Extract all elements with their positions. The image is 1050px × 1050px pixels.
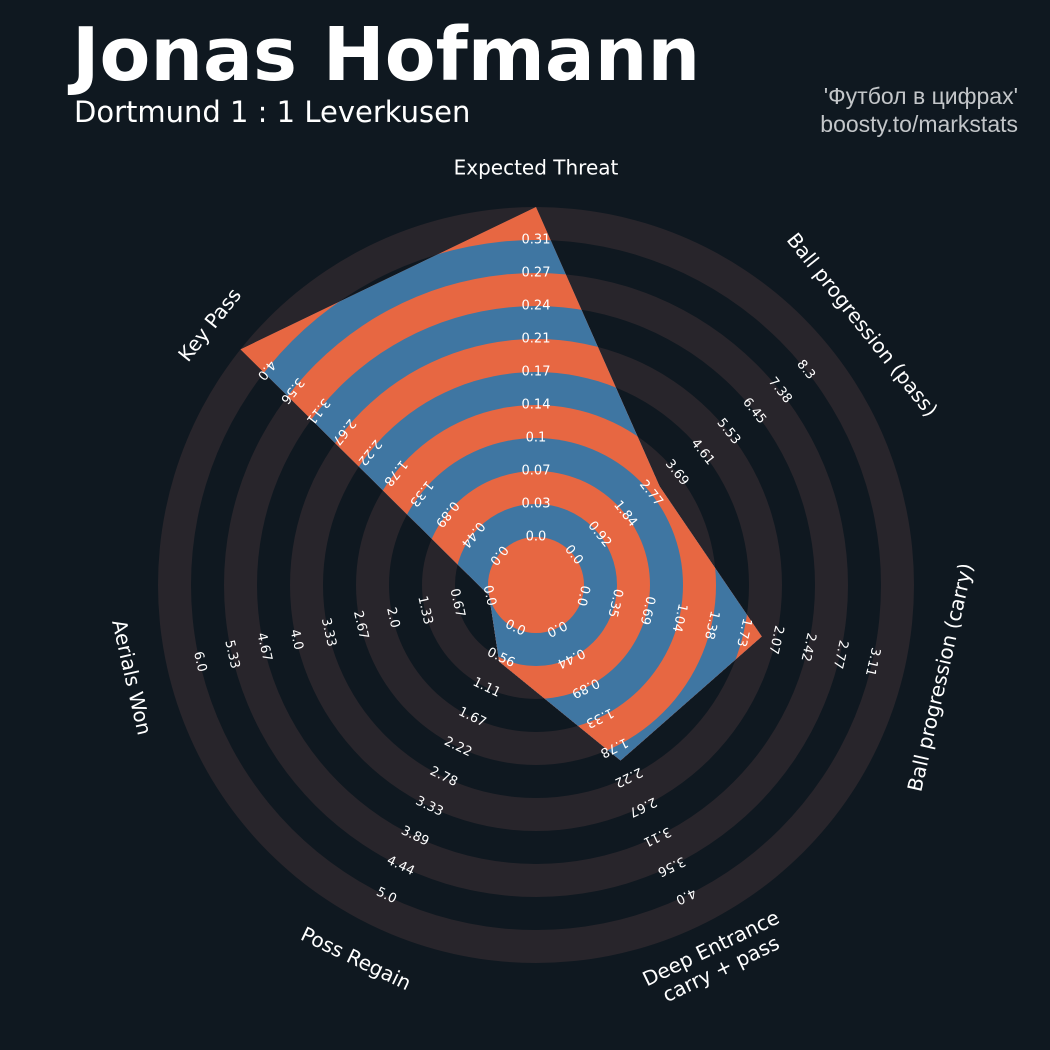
param-label-line: Key Pass: [173, 283, 246, 366]
param-label-line: Aerials Won: [107, 617, 157, 737]
tick-label: 0.27: [522, 266, 551, 281]
param-label: Key Pass: [173, 283, 246, 366]
credit-url: boosty.to/markstats: [820, 111, 1018, 137]
param-label: Expected Threat: [454, 156, 619, 180]
tick-label: 2.67: [350, 609, 371, 641]
credit-block: 'Футбол в цифрах' boosty.to/markstats: [820, 82, 1018, 138]
tick-label: 2.0: [383, 606, 402, 630]
tick-label: 0.14: [522, 398, 551, 413]
tick-label: 3.33: [318, 617, 339, 649]
tick-label: 0.07: [522, 464, 551, 479]
tick-label: 5.33: [221, 639, 242, 671]
tick-label: 0.35: [604, 587, 625, 619]
polygon-center: [488, 537, 584, 633]
tick-label: 1.33: [414, 595, 435, 627]
tick-label: 0.17: [522, 365, 551, 380]
tick-label: 3.11: [862, 646, 883, 678]
tick-label: 2.07: [765, 624, 786, 656]
tick-label: 2.42: [797, 631, 818, 663]
tick-label: 0.03: [522, 497, 551, 512]
tick-label: 0.21: [522, 332, 551, 347]
tick-label: 0.67: [446, 587, 467, 619]
tick-label: 0.1: [526, 431, 547, 446]
param-label-line: Expected Threat: [454, 156, 619, 180]
tick-label: 4.67: [253, 631, 274, 663]
tick-label: 0.31: [522, 233, 551, 248]
param-label: Aerials Won: [107, 617, 157, 737]
tick-label: 2.77: [830, 639, 851, 671]
credit-channel: 'Футбол в цифрах': [823, 83, 1018, 109]
match-score: Dortmund 1 : 1 Leverkusen: [74, 95, 471, 129]
tick-label: 6.0: [190, 650, 209, 674]
tick-label: 1.73: [733, 617, 754, 649]
player-name: Jonas Hofmann: [72, 12, 701, 98]
tick-label: 0.0: [526, 530, 547, 545]
tick-label: 1.38: [701, 609, 722, 641]
tick-label: 0.24: [522, 299, 551, 314]
tick-label: 0.0: [573, 584, 592, 608]
tick-label: 0.0: [480, 584, 499, 608]
tick-label: 1.04: [669, 602, 690, 634]
tick-label: 4.0: [287, 628, 306, 652]
tick-label: 0.69: [637, 595, 658, 627]
